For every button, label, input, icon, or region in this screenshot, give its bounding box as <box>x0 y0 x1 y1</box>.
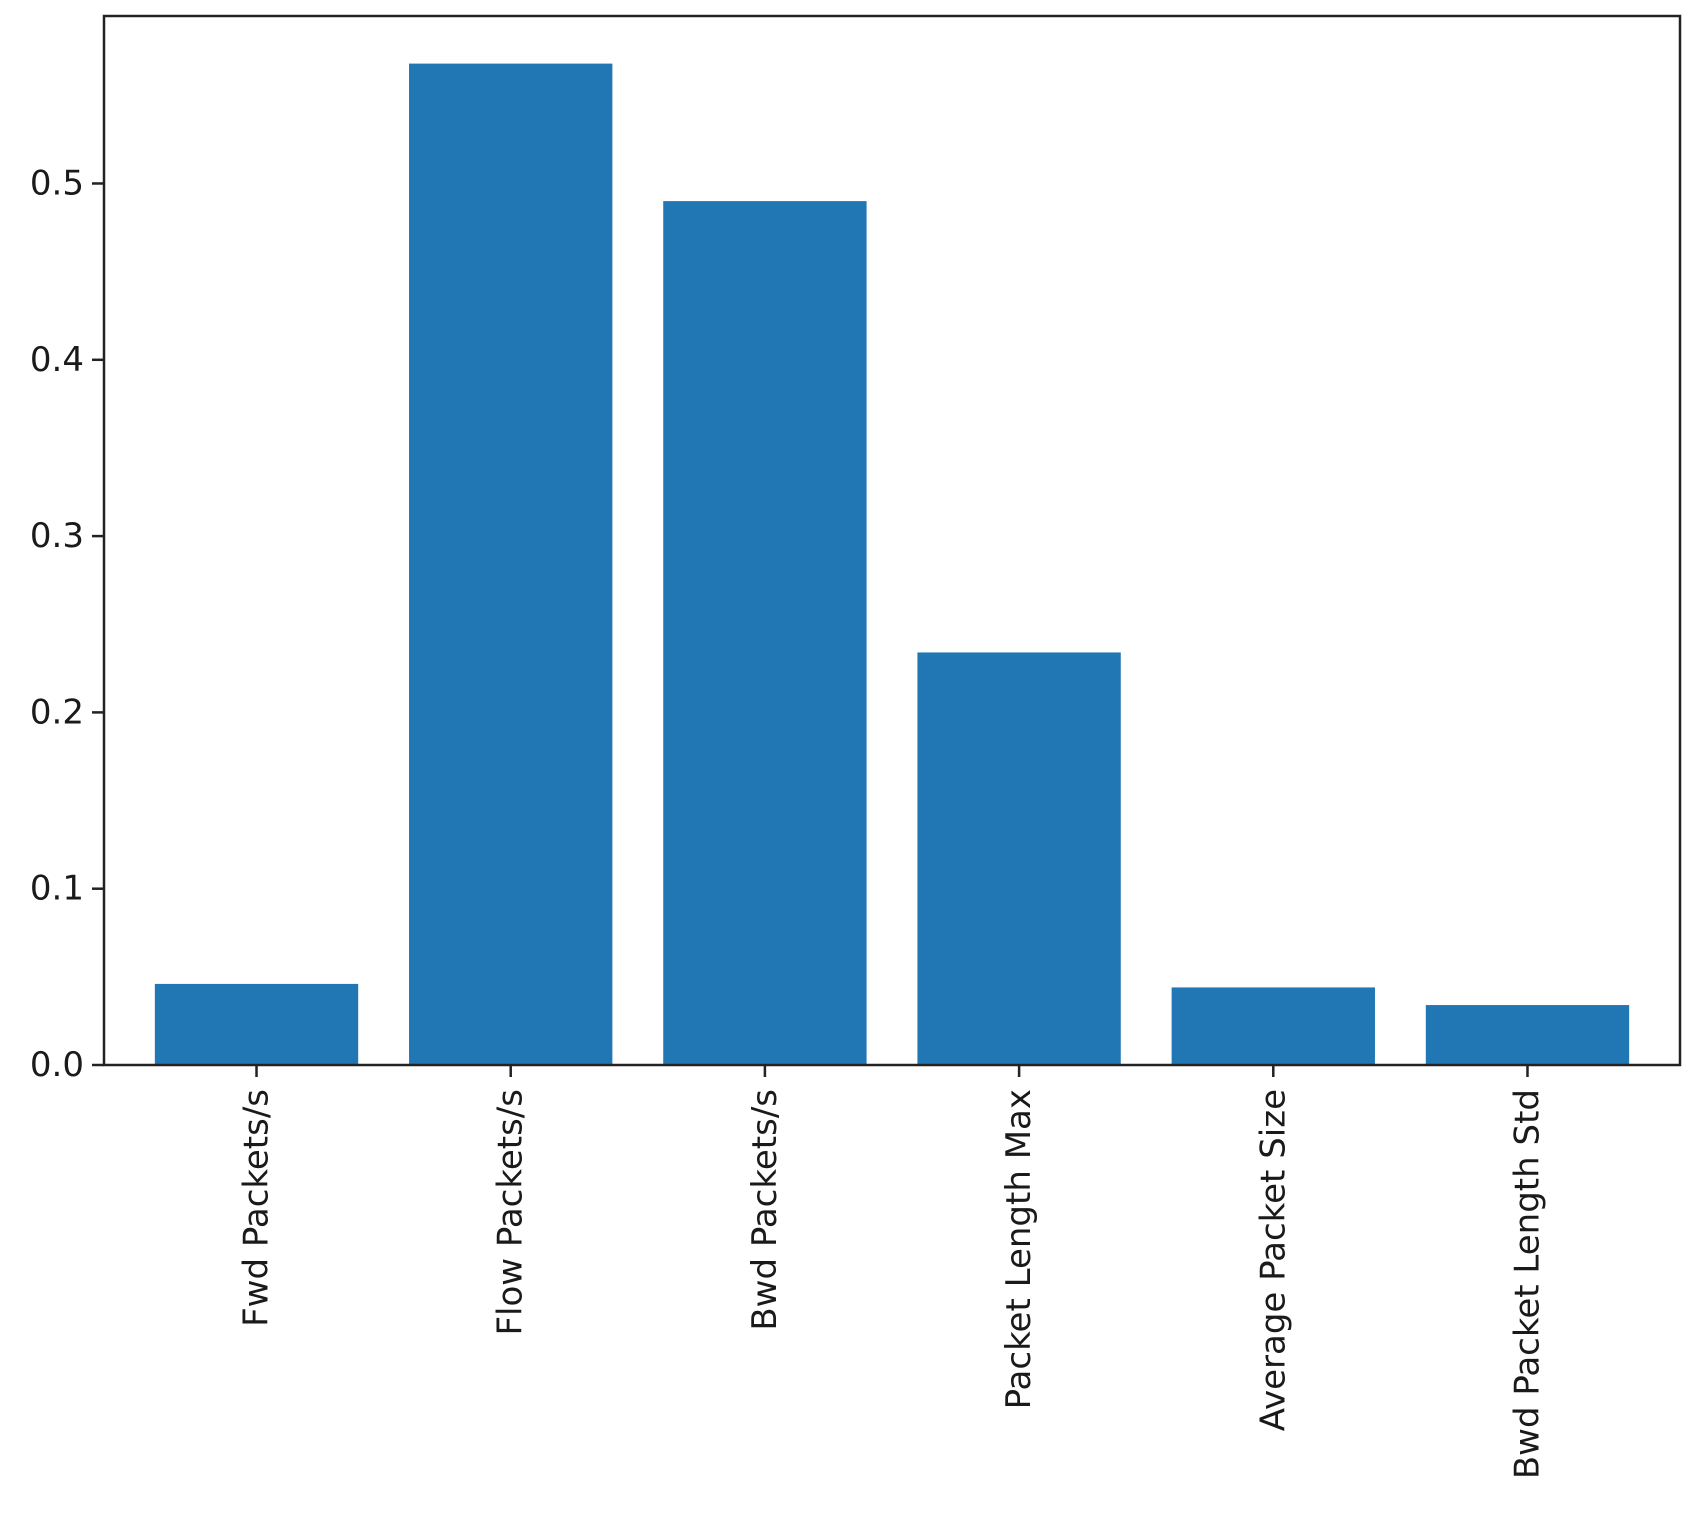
bar-2 <box>663 201 867 1065</box>
y-tick-label-2: 0.2 <box>30 692 84 732</box>
y-tick-label-0: 0.0 <box>30 1045 84 1085</box>
y-axis: 0.0 0.1 0.2 0.3 0.4 0.5 <box>30 163 104 1085</box>
bar-3 <box>917 652 1121 1065</box>
plot-frame <box>102 14 1682 1067</box>
y-tick-label-4: 0.4 <box>30 340 84 380</box>
x-axis: Fwd Packets/s Flow Packets/s Bwd Packets/s… <box>237 1065 1547 1479</box>
bar-0 <box>154 983 359 1065</box>
x-tick-label-0: Fwd Packets/s <box>237 1089 277 1327</box>
x-tick-label-3: Packet Length Max <box>999 1089 1039 1409</box>
bars-layer <box>154 63 1630 1065</box>
y-tick-label-1: 0.1 <box>30 869 84 909</box>
bar-4 <box>1171 987 1375 1065</box>
y-tick-label-3: 0.3 <box>30 516 84 556</box>
x-tick-label-4: Average Packet Size <box>1253 1089 1293 1431</box>
x-tick-label-2: Bwd Packets/s <box>745 1089 785 1331</box>
bar-5 <box>1425 1005 1630 1065</box>
x-tick-label-5: Bwd Packet Length Std <box>1507 1089 1547 1479</box>
y-tick-label-5: 0.5 <box>30 163 84 203</box>
x-tick-label-1: Flow Packets/s <box>491 1089 531 1336</box>
bar-1 <box>409 63 613 1065</box>
